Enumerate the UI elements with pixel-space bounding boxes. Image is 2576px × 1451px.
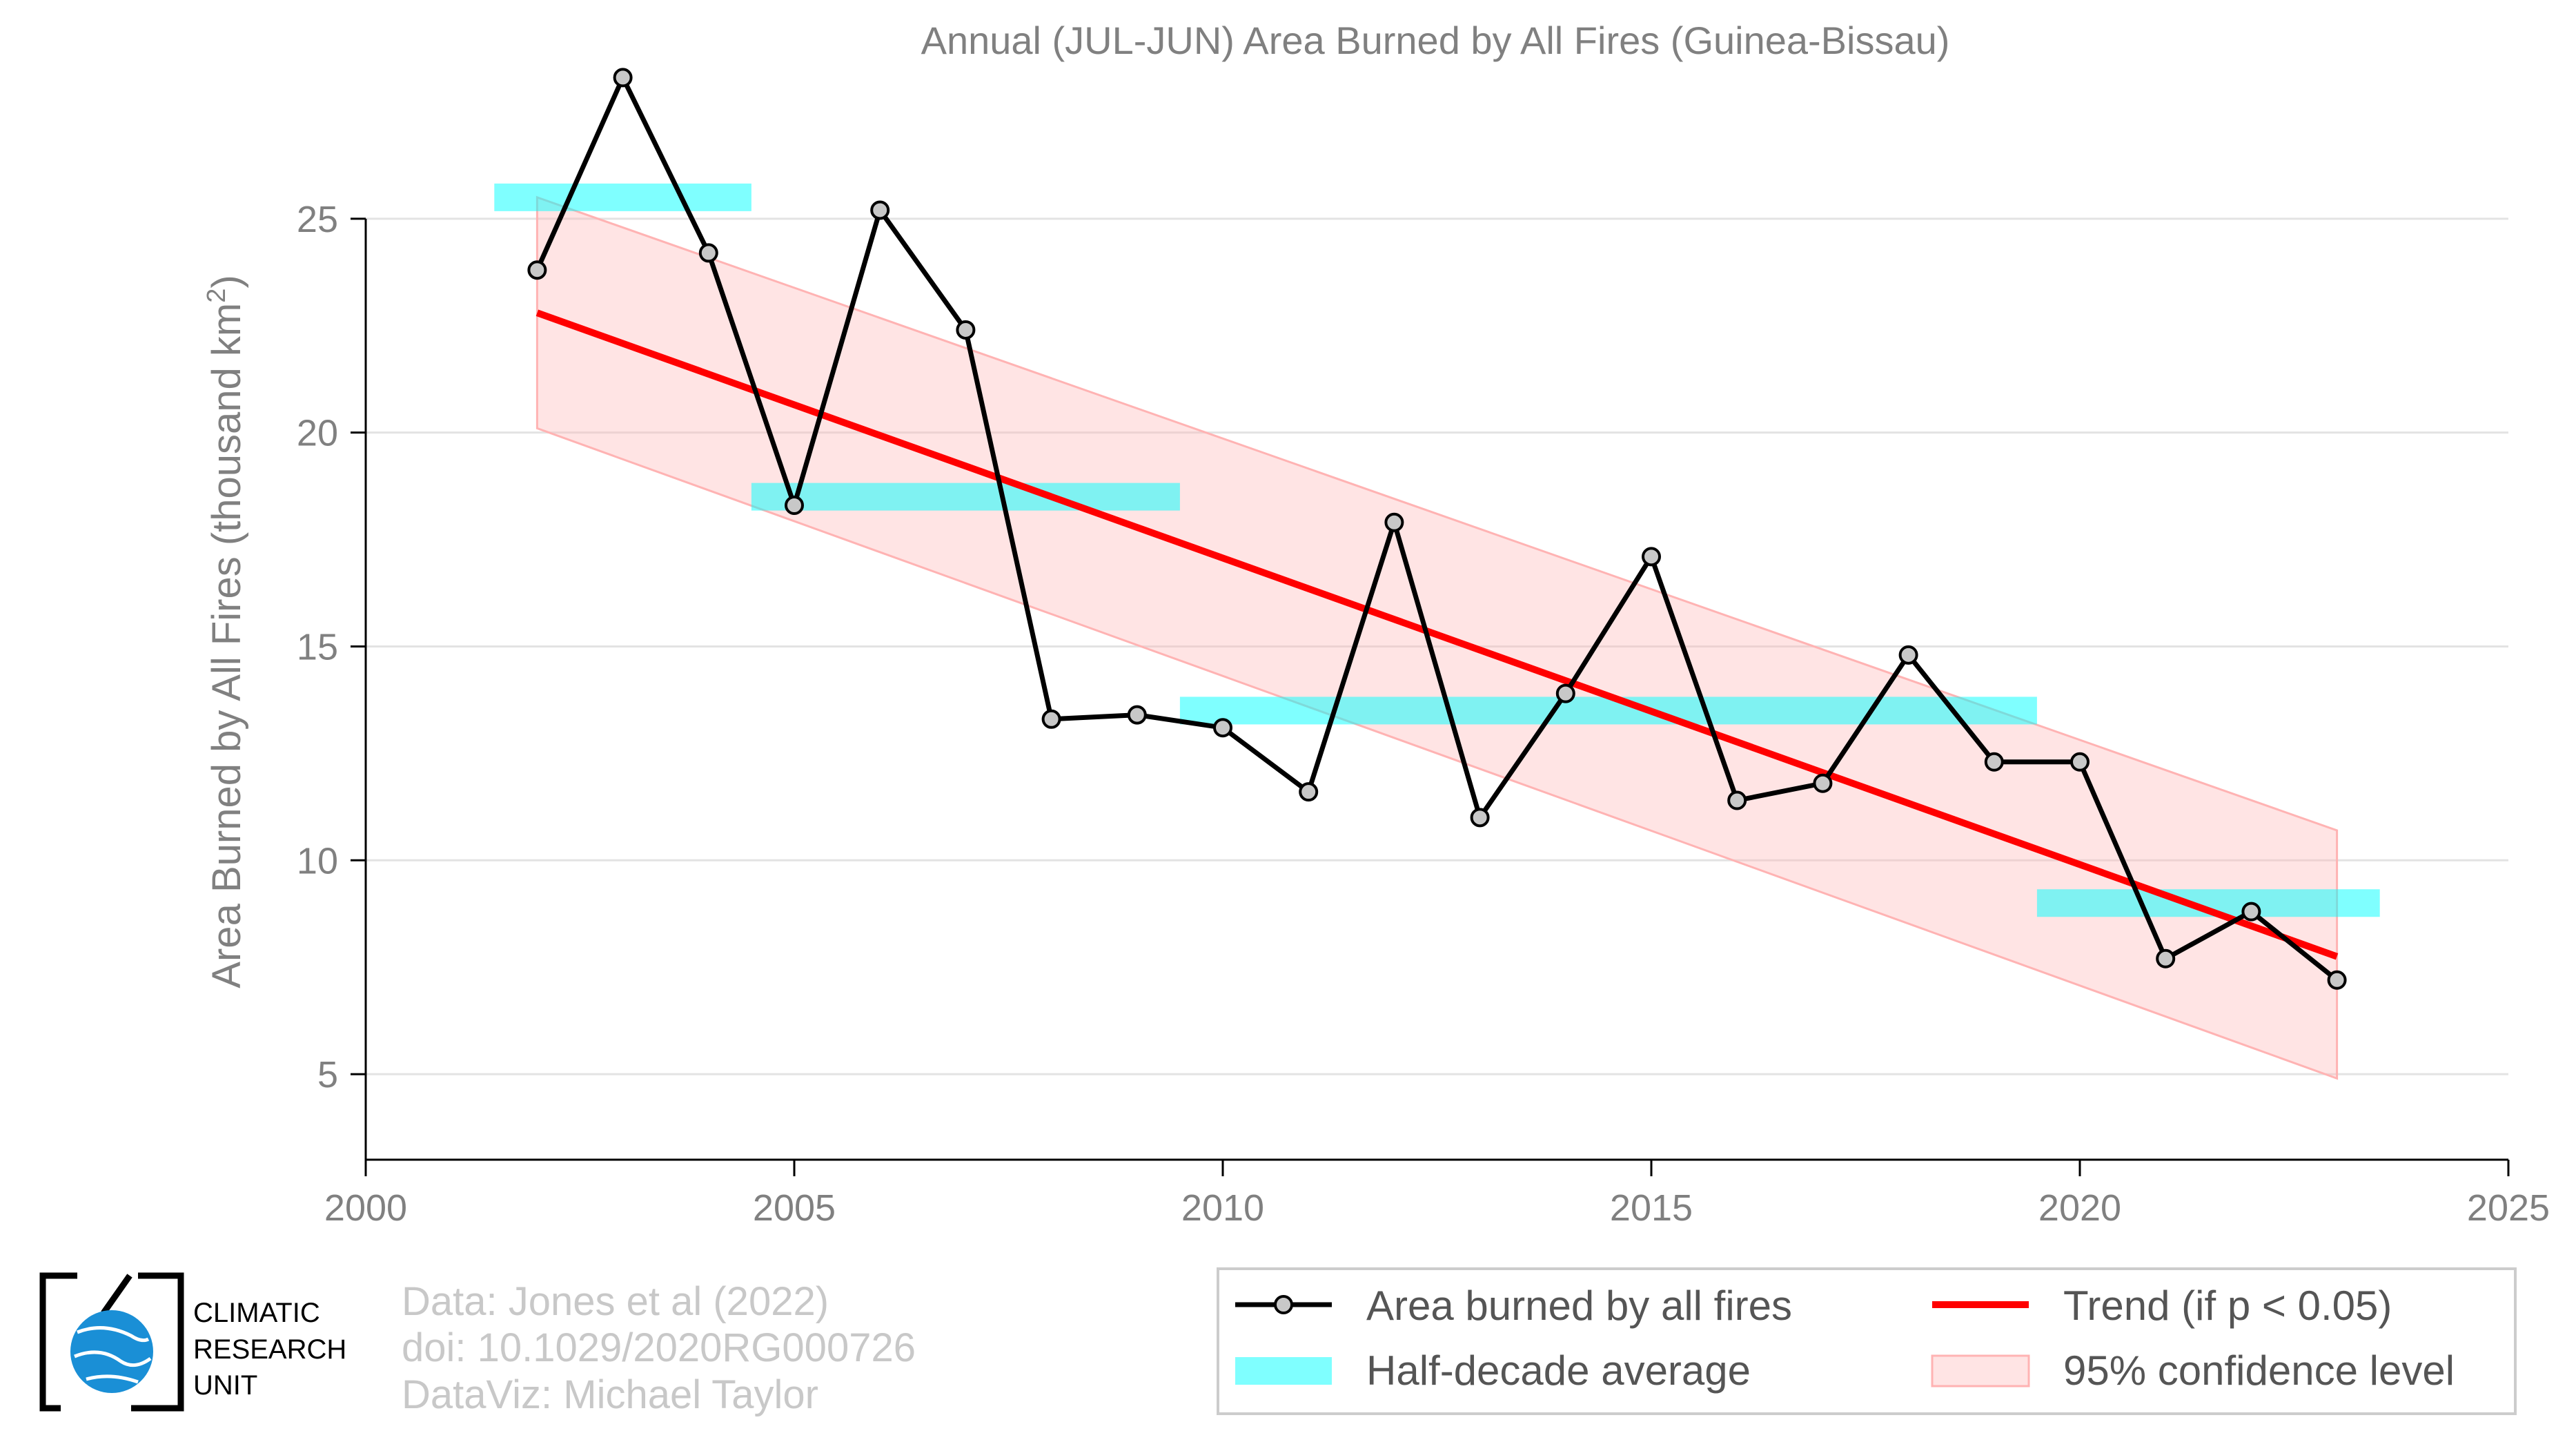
y-ticks: 5 10 15 20 25 (297, 199, 367, 1160)
data-point (1213, 718, 1232, 738)
data-point (2156, 948, 2176, 968)
globe-icon-swirl-1 (77, 1326, 150, 1343)
trend-line-path (535, 309, 2339, 960)
y-tick-label: 25 (297, 199, 338, 240)
globe-icon (70, 1310, 153, 1393)
half-decade-bar (751, 483, 1180, 511)
legend-swatch-series-marker (1274, 1295, 1293, 1314)
credit-dataviz: DataViz: Michael Taylor (402, 1372, 818, 1417)
globe-icon-swirl-3 (86, 1374, 139, 1384)
credit-doi: doi: 10.1029/2020RG000726 (402, 1325, 916, 1370)
legend-box (1217, 1267, 2517, 1415)
data-point (1813, 773, 1833, 793)
data-point (1984, 752, 2004, 772)
x-tick-label: 2010 (1181, 1187, 1264, 1229)
legend-swatch-half-decade (1235, 1357, 1332, 1385)
data-point (1898, 645, 1918, 665)
data-point (785, 496, 804, 515)
x-axis: 2000 2005 2010 2015 2020 2025 (324, 1158, 2550, 1229)
y-axis-label: Area Burned by All Fires (thousand km2) (202, 275, 249, 988)
half-decade-bars (494, 183, 2380, 917)
x-tick-label: 2020 (2038, 1187, 2121, 1229)
trend-line (535, 309, 2339, 960)
legend-label-series: Area burned by all fires (1366, 1283, 1792, 1329)
legend-label-band: 95% confidence level (2063, 1347, 2455, 1394)
series-line (535, 75, 2339, 982)
half-decade-bar (494, 183, 751, 211)
credit-data: Data: Jones et al (2022) (402, 1279, 829, 1324)
y-tick-label: 20 (297, 413, 338, 454)
data-point (527, 260, 547, 280)
data-point (698, 243, 718, 263)
data-point (2070, 752, 2090, 772)
data-point (1470, 808, 1490, 828)
data-point (1299, 782, 1319, 802)
logo-slash (101, 1274, 132, 1315)
logo-text-line2: RESEARCH (193, 1334, 346, 1365)
data-point (613, 68, 633, 88)
data-point (1727, 790, 1747, 810)
half-decade-bar (1179, 697, 2037, 725)
legend-swatch-band (1931, 1354, 2030, 1387)
data-point (956, 320, 976, 340)
data-series (527, 68, 2347, 990)
chart-title: Annual (JUL-JUN) Area Burned by All Fire… (921, 19, 1950, 62)
data-point (870, 200, 890, 220)
y-axis-label-sup: 2 (202, 289, 231, 303)
data-point (1127, 705, 1147, 725)
x-tick-label: 2015 (1610, 1187, 1693, 1229)
grid-lines (366, 217, 2508, 1075)
x-tick-label: 2000 (324, 1187, 407, 1229)
logo-bracket-left (39, 1272, 77, 1412)
legend: Area burned by all fires Half-decade ave… (1217, 1267, 2517, 1415)
y-axis-label-main: Area Burned by All Fires (thousand km (204, 303, 249, 989)
x-tick-label: 2025 (2467, 1187, 2550, 1229)
data-point (1555, 683, 1575, 703)
globe-icon-swirl-2 (74, 1350, 152, 1367)
cru-logo: CLIMATIC RESEARCH UNIT (39, 1272, 346, 1412)
y-tick-label: 15 (297, 626, 338, 668)
legend-label-trend: Trend (if p < 0.05) (2063, 1283, 2392, 1329)
y-tick-label: 10 (297, 840, 338, 882)
y-tick-label: 5 (317, 1054, 338, 1095)
y-axis-label-close: ) (204, 275, 249, 288)
logo-text-line3: UNIT (193, 1370, 257, 1401)
legend-label-half-decade: Half-decade average (1366, 1347, 1751, 1394)
data-point (2327, 970, 2347, 990)
logo-bracket-right (131, 1272, 184, 1412)
data-point (2241, 902, 2261, 922)
data-point (1041, 709, 1061, 729)
x-tick-label: 2005 (753, 1187, 836, 1229)
data-point (1384, 512, 1404, 532)
data-point (1642, 547, 1661, 567)
logo-text-line1: CLIMATIC (193, 1298, 320, 1328)
